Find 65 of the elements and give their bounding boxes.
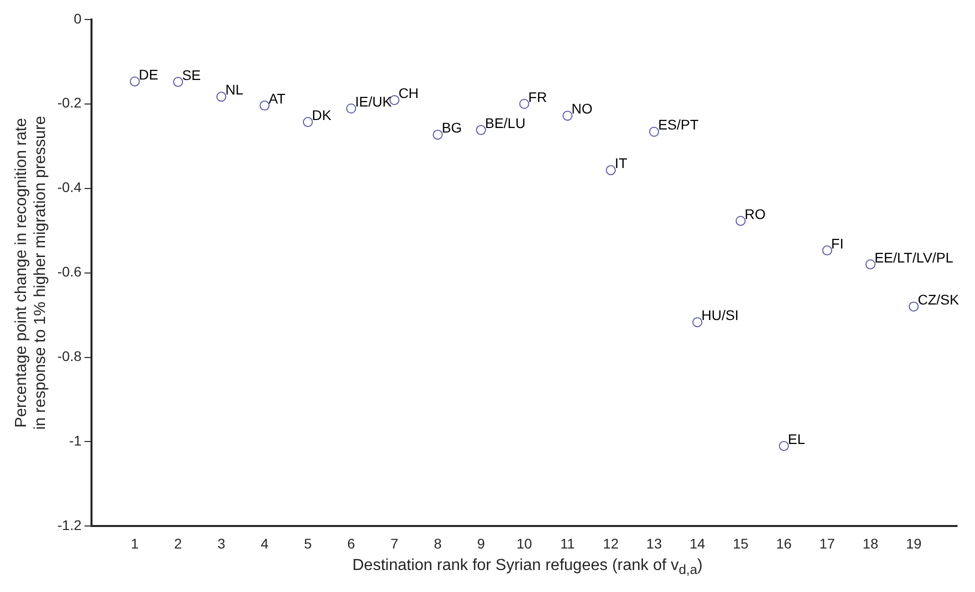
annotation: DK [312,107,332,124]
x-tick-label: 2 [174,535,182,552]
point [562,110,573,121]
x-tick-label: 1 [130,535,139,552]
x-tick-label: 4 [260,535,269,552]
point [476,125,486,136]
x-tick-label: 14 [690,535,706,552]
x-tick-label: 3 [217,535,226,552]
point [260,100,270,111]
point [519,98,530,109]
y-tick-label: -0.2 [57,94,82,111]
x-tick-label: 16 [776,535,792,552]
x-tick-label: 18 [862,535,878,552]
point [432,130,443,140]
annotation: IE/UK [355,94,392,110]
point [606,165,616,176]
y-tick-label: -1 [69,432,82,449]
point [692,317,702,328]
annotation: SE [182,66,201,83]
x-tick-label: 5 [304,535,312,552]
x-tick-label: 15 [732,535,749,552]
x-tick-label: 19 [906,535,922,552]
annotation: NL [225,82,244,98]
x-tick-label: 6 [347,535,356,552]
annotation: EL [788,430,806,447]
point [908,302,919,312]
point [778,440,789,451]
point [649,126,660,137]
x-tick-label: 7 [390,535,399,552]
point [865,259,876,270]
annotation: EE/LT/LV/PL [874,249,954,266]
annotation: BG [442,120,462,136]
x-tick-label: 10 [516,535,532,552]
y-tick-label: -0.4 [57,179,82,196]
point [736,216,746,226]
point [822,245,832,256]
y-tick-label: 0 [74,10,82,26]
annotation: AT [268,90,286,107]
annotation: IT [614,155,628,172]
annotation: RO [744,206,766,222]
annotation: FI [831,235,844,252]
annotation: CZ/SK [918,292,960,308]
x-tick-label: 11 [560,535,576,552]
annotation: BE/LU [484,115,526,132]
point [346,104,356,114]
annotation: CH [398,85,419,102]
annotation: DE [138,66,158,82]
point [130,76,140,86]
y-tick-label: -1.2 [57,517,82,534]
annotation: ES/PT [658,116,699,133]
annotation: FR [528,88,547,105]
y-tick-label: -0.8 [57,348,82,364]
point [302,117,313,128]
point [216,92,226,102]
y-axis-title: Percentage point change in recognition rate in response to 1% higher migration pressure [13,116,50,430]
y-tick-label: -0.6 [57,264,82,280]
annotation: NO [572,100,593,117]
x-tick-label: 12 [603,535,619,552]
annotation: HU/SI [701,307,739,324]
x-axis-title: Destination rank for Syrian refugees (rank of v$_{d,a}$) [351,556,704,580]
x-tick-label: 9 [477,535,486,552]
point [173,76,184,87]
x-tick-label: 8 [434,535,442,552]
x-tick-label: 13 [646,535,662,552]
x-tick-label: 17 [819,535,836,552]
